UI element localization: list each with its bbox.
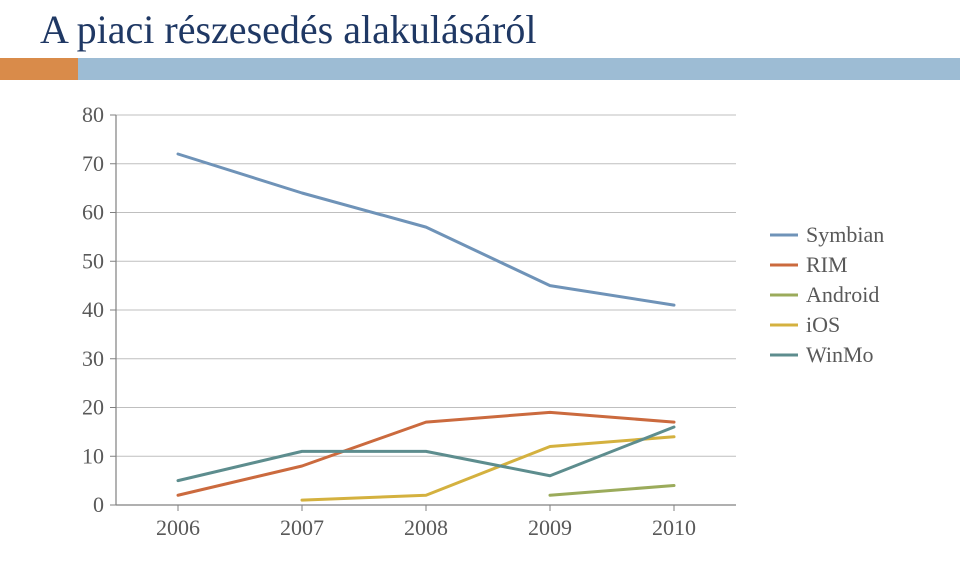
y-tick-label: 20 (82, 395, 104, 420)
x-tick-label: 2008 (404, 515, 448, 540)
x-tick-label: 2006 (156, 515, 200, 540)
y-tick-label: 50 (82, 248, 104, 273)
legend-label: iOS (806, 312, 840, 337)
y-tick-label: 30 (82, 346, 104, 371)
y-tick-label: 0 (93, 492, 104, 517)
x-tick-label: 2009 (528, 515, 572, 540)
series-line-symbian (178, 154, 674, 305)
legend-label: RIM (806, 252, 848, 277)
legend-label: Symbian (806, 222, 884, 247)
series-line-winmo (178, 427, 674, 481)
x-tick-label: 2010 (652, 515, 696, 540)
y-tick-label: 40 (82, 297, 104, 322)
accent-bar (78, 58, 960, 80)
series-line-android (550, 486, 674, 496)
x-tick-label: 2007 (280, 515, 324, 540)
legend-label: Android (806, 282, 879, 307)
accent-block (0, 58, 78, 80)
series-line-rim (178, 412, 674, 495)
page-title: A piaci részesedés alakulásáról (40, 6, 536, 53)
y-tick-label: 70 (82, 151, 104, 176)
y-tick-label: 10 (82, 443, 104, 468)
market-share-chart: 0 10 20 30 40 50 60 70 80 2006 2007 2008 2009 2010 Sym… (40, 105, 920, 545)
legend-label: WinMo (806, 342, 874, 367)
y-tick-label: 60 (82, 200, 104, 225)
y-tick-label: 80 (82, 105, 104, 127)
